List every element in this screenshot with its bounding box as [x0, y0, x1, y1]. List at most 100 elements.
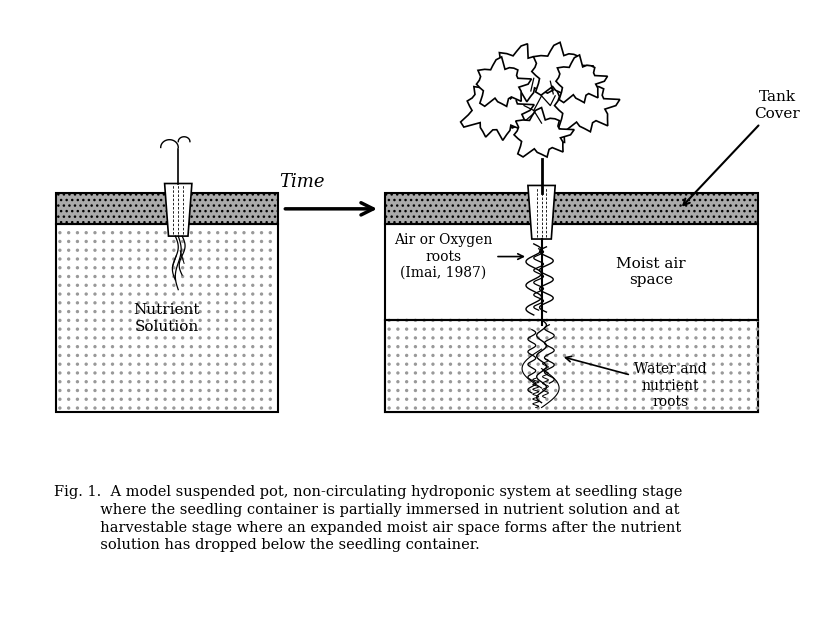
Circle shape: [739, 389, 741, 391]
Circle shape: [467, 337, 469, 339]
Circle shape: [669, 372, 670, 374]
Circle shape: [756, 407, 759, 409]
Circle shape: [76, 346, 78, 348]
Circle shape: [270, 241, 271, 243]
Circle shape: [243, 311, 245, 312]
Circle shape: [686, 337, 688, 339]
Circle shape: [155, 266, 157, 269]
Circle shape: [181, 241, 184, 243]
Circle shape: [554, 381, 557, 382]
Circle shape: [554, 319, 557, 321]
Circle shape: [217, 398, 218, 400]
Text: Air or Oxygen
roots
(Imai, 1987): Air or Oxygen roots (Imai, 1987): [394, 233, 523, 280]
Circle shape: [546, 372, 548, 374]
Circle shape: [102, 293, 105, 295]
Circle shape: [695, 337, 697, 339]
Text: Time: Time: [279, 173, 325, 192]
Circle shape: [138, 389, 139, 391]
Circle shape: [85, 389, 87, 391]
Circle shape: [191, 275, 192, 277]
Circle shape: [475, 381, 478, 382]
Circle shape: [94, 407, 96, 409]
Circle shape: [730, 407, 732, 409]
Circle shape: [129, 398, 131, 400]
Circle shape: [485, 337, 486, 339]
Circle shape: [520, 398, 522, 400]
Circle shape: [155, 275, 157, 277]
Circle shape: [234, 328, 236, 330]
Circle shape: [164, 398, 166, 400]
Circle shape: [581, 355, 583, 357]
Circle shape: [112, 232, 113, 234]
Circle shape: [730, 319, 732, 321]
Circle shape: [651, 355, 653, 357]
Circle shape: [155, 337, 157, 339]
Circle shape: [120, 407, 123, 409]
Circle shape: [537, 319, 539, 321]
Circle shape: [441, 337, 443, 339]
Circle shape: [493, 364, 496, 365]
Circle shape: [660, 355, 662, 357]
Circle shape: [722, 355, 723, 357]
Circle shape: [199, 364, 201, 365]
Circle shape: [208, 389, 210, 391]
Circle shape: [199, 302, 201, 304]
Circle shape: [590, 372, 591, 374]
Circle shape: [651, 337, 653, 339]
Circle shape: [155, 381, 157, 382]
Circle shape: [102, 241, 105, 243]
Circle shape: [695, 381, 697, 382]
Circle shape: [155, 407, 157, 409]
Circle shape: [546, 319, 548, 321]
Circle shape: [173, 284, 175, 286]
Circle shape: [260, 389, 262, 391]
Circle shape: [748, 337, 749, 339]
Circle shape: [181, 284, 184, 286]
Circle shape: [208, 258, 210, 260]
Circle shape: [76, 302, 78, 304]
Circle shape: [94, 275, 96, 277]
Circle shape: [739, 407, 741, 409]
Circle shape: [129, 293, 131, 295]
Circle shape: [94, 337, 96, 339]
Circle shape: [270, 293, 271, 295]
Circle shape: [76, 319, 78, 321]
Circle shape: [243, 389, 245, 391]
Circle shape: [94, 241, 96, 243]
Circle shape: [243, 364, 245, 365]
Circle shape: [243, 249, 245, 251]
Circle shape: [68, 337, 70, 339]
Circle shape: [112, 266, 113, 269]
Circle shape: [528, 398, 530, 400]
Circle shape: [120, 381, 123, 382]
Circle shape: [739, 372, 741, 374]
Circle shape: [397, 355, 399, 357]
Circle shape: [147, 311, 149, 312]
Circle shape: [252, 346, 254, 348]
Circle shape: [147, 293, 149, 295]
Circle shape: [485, 389, 486, 391]
Circle shape: [191, 319, 192, 321]
Circle shape: [102, 372, 105, 374]
Circle shape: [217, 381, 218, 382]
Circle shape: [102, 302, 105, 304]
Circle shape: [270, 302, 271, 304]
Circle shape: [59, 389, 60, 391]
Circle shape: [756, 355, 759, 357]
Circle shape: [633, 346, 636, 348]
Circle shape: [633, 364, 636, 365]
Circle shape: [85, 249, 87, 251]
Circle shape: [260, 319, 262, 321]
Circle shape: [493, 389, 496, 391]
Polygon shape: [476, 57, 532, 106]
Circle shape: [607, 337, 609, 339]
Circle shape: [511, 372, 513, 374]
Circle shape: [243, 275, 245, 277]
Circle shape: [572, 364, 575, 365]
Circle shape: [164, 311, 166, 312]
Circle shape: [616, 407, 618, 409]
Circle shape: [704, 372, 706, 374]
Circle shape: [651, 407, 653, 409]
Circle shape: [68, 249, 70, 251]
Circle shape: [85, 319, 87, 321]
